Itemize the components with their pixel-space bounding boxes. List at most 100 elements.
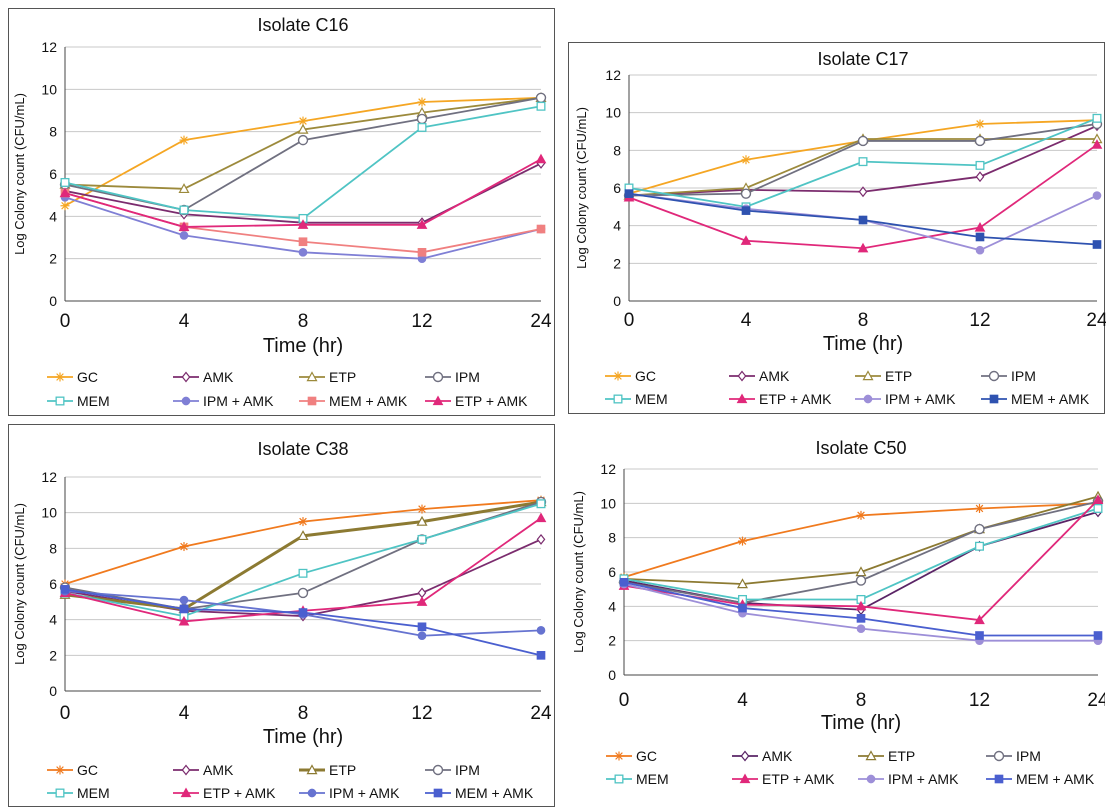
legend-marker xyxy=(863,394,873,404)
legend-item-ipm-plus-amk: IPM + AMK xyxy=(858,771,959,787)
y-tick-label: 2 xyxy=(608,633,616,649)
data-point xyxy=(741,206,751,215)
legend-marker xyxy=(307,396,317,406)
y-axis-label: Log Colony count (CFU/mL) xyxy=(571,491,586,653)
legend-marker xyxy=(55,396,65,406)
data-point xyxy=(298,568,308,578)
data-point xyxy=(856,614,866,623)
legend-label: AMK xyxy=(203,369,234,385)
data-point xyxy=(1093,631,1103,640)
data-point xyxy=(178,615,190,626)
legend-label: IPM xyxy=(1016,748,1041,764)
x-tick-label: 8 xyxy=(298,703,309,724)
x-tick-label: 4 xyxy=(737,690,748,711)
x-tick-label: 24 xyxy=(530,311,552,332)
legend-item-mem-plus-amk: MEM + AMK xyxy=(981,391,1090,407)
data-point xyxy=(417,631,427,641)
data-point xyxy=(298,517,308,527)
chart-title: Isolate C38 xyxy=(257,439,348,459)
legend-label: AMK xyxy=(203,762,234,778)
y-tick-label: 12 xyxy=(605,67,621,83)
x-axis-label: Time (hr) xyxy=(263,335,343,357)
data-point xyxy=(1092,191,1102,200)
legend-label: MEM xyxy=(636,771,669,787)
legend-marker xyxy=(613,394,623,404)
data-point xyxy=(416,596,428,606)
legend-label: MEM xyxy=(77,393,110,409)
legend-item-amk: AMK xyxy=(729,368,790,384)
y-tick-label: 4 xyxy=(608,598,616,614)
legend-label: MEM + AMK xyxy=(1016,771,1095,787)
series-line xyxy=(64,96,542,211)
data-point xyxy=(1092,494,1104,504)
data-point xyxy=(856,510,866,520)
legend-label: GC xyxy=(635,368,656,384)
y-tick-label: 6 xyxy=(608,564,616,580)
x-tick-label: 0 xyxy=(624,310,635,331)
legend-item-etp-plus-amk: ETP + AMK xyxy=(732,771,835,787)
legend-item-mem-plus-amk: MEM + AMK xyxy=(299,393,408,409)
legend-label: IPM xyxy=(455,762,480,778)
data-point xyxy=(536,626,546,635)
legend-item-gc: GC xyxy=(606,748,657,764)
legend-marker xyxy=(994,774,1004,784)
data-point xyxy=(417,122,427,132)
series-mem-plus-amk xyxy=(619,577,1103,640)
legend-marker xyxy=(181,371,191,383)
data-point xyxy=(179,231,189,240)
data-point xyxy=(416,515,428,526)
chart-panel-c16: Isolate C16 0 2 4 6 8 10 12 0 4 8 12 24 Time (hr) Log … xyxy=(8,8,555,416)
series-mem xyxy=(60,101,546,223)
chart-panel-c17: Isolate C17 0 2 4 6 8 10 12 0 4 8 12 24 Time (hr) Log … xyxy=(568,42,1106,414)
legend-label: MEM xyxy=(635,391,668,407)
data-point xyxy=(974,222,986,232)
data-point xyxy=(59,187,71,198)
y-tick-label: 0 xyxy=(613,293,621,309)
x-tick-label: 4 xyxy=(179,703,190,724)
y-tick-label: 10 xyxy=(41,81,57,97)
data-point xyxy=(416,113,428,125)
chart-title: Isolate C50 xyxy=(815,438,906,458)
data-point xyxy=(975,171,985,183)
legend-marker xyxy=(614,774,624,784)
legend-item-ipm: IPM xyxy=(981,368,1036,384)
data-point xyxy=(417,534,427,544)
legend-item-etp-plus-amk: ETP + AMK xyxy=(729,391,832,407)
legend-marker xyxy=(614,751,624,761)
legend-marker xyxy=(433,788,443,798)
x-tick-label: 8 xyxy=(298,311,309,332)
legend-label: ETP + AMK xyxy=(455,393,528,409)
data-point xyxy=(416,219,428,229)
data-point xyxy=(417,587,427,599)
legend-label: GC xyxy=(77,762,98,778)
y-tick-label: 2 xyxy=(49,251,57,267)
legend-marker xyxy=(613,371,623,381)
data-point xyxy=(856,624,866,633)
legend-label: ETP xyxy=(888,748,915,764)
y-tick-label: 2 xyxy=(49,647,57,663)
legend-marker xyxy=(988,370,1000,382)
y-tick-label: 0 xyxy=(49,683,57,699)
data-point xyxy=(297,587,309,599)
legend-item-ipm-plus-amk: IPM + AMK xyxy=(855,391,956,407)
x-tick-label: 0 xyxy=(60,311,71,332)
legend-label: ETP + AMK xyxy=(203,785,276,801)
legend-marker xyxy=(736,393,748,404)
x-tick-label: 24 xyxy=(1087,690,1105,711)
legend-item-amk: AMK xyxy=(173,762,234,778)
data-point xyxy=(975,541,984,551)
series-line xyxy=(64,96,542,207)
data-point xyxy=(740,235,752,245)
series-mem xyxy=(60,499,546,621)
data-point xyxy=(1091,139,1103,149)
x-tick-label: 24 xyxy=(530,703,552,724)
data-point xyxy=(974,135,986,147)
y-tick-label: 12 xyxy=(41,39,57,55)
legend-item-amk: AMK xyxy=(173,369,234,385)
legend-marker xyxy=(180,787,192,798)
x-tick-label: 4 xyxy=(741,310,752,331)
data-point xyxy=(298,608,308,617)
legend-item-mem-plus-amk: MEM + AMK xyxy=(425,785,534,801)
